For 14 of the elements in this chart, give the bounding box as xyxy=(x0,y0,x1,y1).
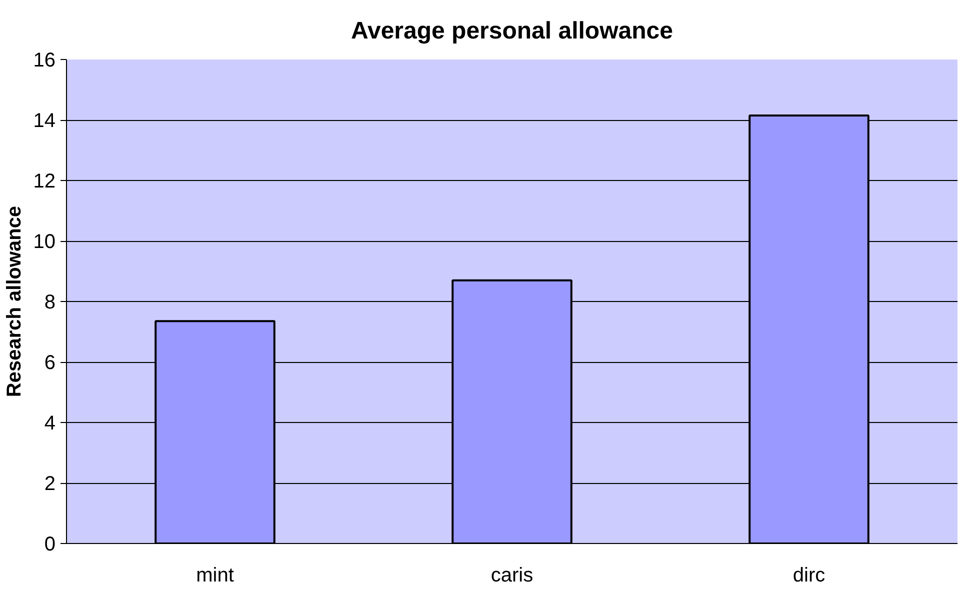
y-tick-label: 6 xyxy=(44,352,56,374)
y-tick-label: 10 xyxy=(33,231,56,253)
y-tick-label: 14 xyxy=(33,110,56,132)
y-tick-label: 4 xyxy=(44,412,56,434)
y-tick-label: 8 xyxy=(44,292,56,314)
y-tick-label: 16 xyxy=(33,50,56,72)
y-tick-label: 12 xyxy=(33,170,56,192)
x-tick-label: dirc xyxy=(792,564,826,586)
chart-title: Average personal allowance xyxy=(351,18,673,44)
y-axis-title: Research allowance xyxy=(3,206,26,398)
y-tick-label: 2 xyxy=(44,473,56,495)
x-tick-label: mint xyxy=(196,564,234,586)
y-tick-label: 0 xyxy=(44,534,56,556)
x-tick-label: caris xyxy=(490,564,534,586)
